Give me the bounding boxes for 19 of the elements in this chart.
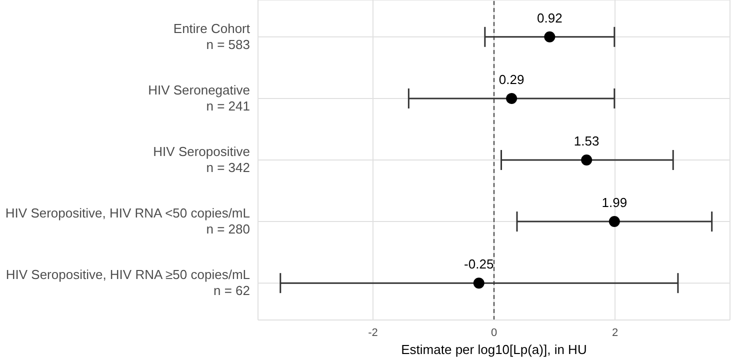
y-tick-label: HIV Seropositive, HIV RNA ≥50 copies/mL n = 62 [6,267,250,298]
x-axis-title: Estimate per log10[Lp(a)], in HU [401,342,587,357]
point [473,278,484,289]
point [608,216,620,228]
x-tick-label: -2 [368,326,378,339]
point [581,154,592,166]
data-label: 1.53 [574,133,600,148]
point [506,92,518,104]
data-label: 0.29 [498,72,524,87]
y-tick-label: HIV Seronegative n = 241 [148,82,250,114]
data-label: 1.99 [602,195,628,210]
x-tick-label: 0 [490,326,498,339]
y-tick-label: Entire Cohort n = 583 [173,20,250,52]
y-tick-label: HIV Seropositive n = 342 [153,144,250,175]
point [544,31,556,42]
y-tick-label: HIV Seropositive, HIV RNA <50 copies/mL n = 280 [5,206,250,237]
data-label: -0.25 [464,256,494,272]
data-label: 0.92 [537,10,562,26]
x-tick-label: 2 [612,326,618,339]
